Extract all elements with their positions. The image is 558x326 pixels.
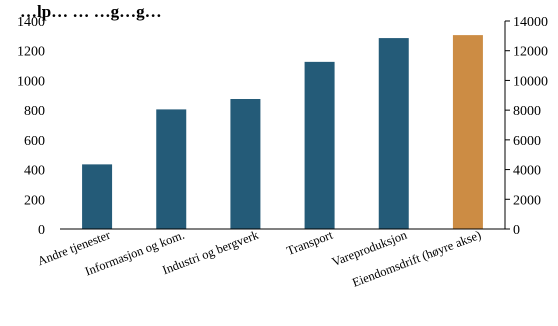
right-tick-label: 0	[513, 223, 520, 238]
category-label: Eiendomsdrift (høyre akse)	[350, 228, 483, 290]
bar	[82, 164, 113, 229]
right-tick-label: 14000	[513, 15, 548, 30]
right-tick-label: 4000	[513, 164, 541, 179]
right-tick-label: 12000	[513, 45, 548, 60]
left-tick-label: 200	[24, 193, 45, 208]
left-tick-label: 1000	[17, 74, 45, 89]
right-tick-label: 10000	[513, 74, 548, 89]
left-tick-label: 1400	[17, 15, 45, 30]
left-axis: 0 200 400 600 800 1000 1200 1400	[17, 15, 45, 238]
bar	[304, 61, 335, 229]
bar	[378, 38, 409, 230]
bar	[230, 99, 261, 229]
right-tick-label: 6000	[513, 134, 541, 149]
category-label: Transport	[285, 228, 335, 259]
left-tick-label: 1200	[17, 45, 45, 60]
right-axis: 0 2000 4000 6000 8000 10000 12000 14000	[504, 15, 548, 238]
left-tick-label: 600	[24, 134, 45, 149]
bar	[156, 109, 187, 229]
left-tick-label: 0	[38, 223, 45, 238]
bar	[452, 35, 483, 229]
bars	[82, 35, 483, 230]
left-tick-label: 800	[24, 104, 45, 119]
right-tick-label: 8000	[513, 104, 541, 119]
chart-title: …lp… … …g…g…	[20, 2, 162, 21]
left-tick-label: 400	[24, 164, 45, 179]
right-tick-label: 2000	[513, 193, 541, 208]
